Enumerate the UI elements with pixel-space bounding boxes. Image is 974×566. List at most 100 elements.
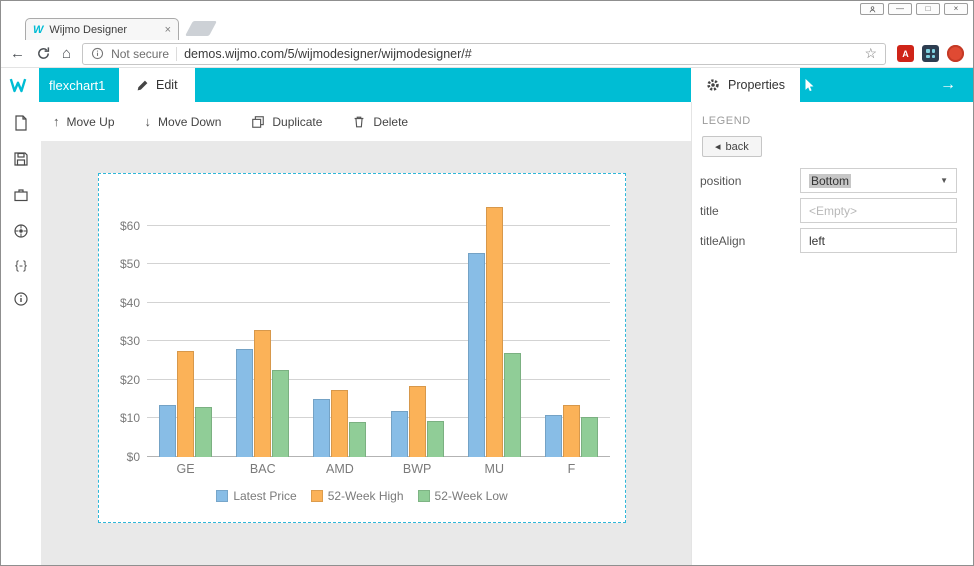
url-divider [176,46,178,61]
back-button[interactable]: ◂ back [702,136,762,157]
legend-swatch [417,490,430,502]
info-icon[interactable] [13,291,29,307]
plot-area: $0 $10 $20 $30 $40 $50 $60 [120,202,610,464]
bar [272,370,290,457]
bar-groups [147,202,610,457]
edit-toolbar: ↑ Move Up ↓ Move Down Duplicate Delete [41,102,691,141]
tab-close-icon[interactable]: × [164,23,171,36]
gridline: $30 [120,334,610,348]
bar [254,329,272,457]
extension-icons: A [897,45,964,62]
tab-properties[interactable]: Properties [691,68,800,102]
delete-button[interactable]: Delete [352,115,408,129]
bar [313,399,331,457]
reload-icon[interactable] [36,46,51,61]
tab-strip: W Wijmo Designer × [1,16,973,40]
chart-legend: Latest Price 52-Week High 52-Week Low [99,489,625,503]
move-up-button[interactable]: ↑ Move Up [53,114,115,129]
delete-label: Delete [373,114,409,129]
bar [159,405,177,457]
properties-panel: LEGEND ◂ back position Bottom ▼ title ti… [691,102,973,565]
x-axis-label: F [567,462,576,476]
arrow-down-icon: ↓ [144,114,152,129]
address-bar: ← ⌂ Not secure demos.wijmo.com/5/wijmode… [1,40,973,68]
maximize-button[interactable]: □ [916,3,940,15]
gridline: $40 [120,296,610,310]
y-tick-label: $60 [119,218,140,233]
gridline: $10 [120,411,610,425]
legend-swatch [216,490,229,502]
duplicate-button[interactable]: Duplicate [251,115,322,129]
x-axis-label: AMD [326,462,354,476]
pencil-icon [137,80,148,90]
bar-group [224,329,301,457]
bookmark-star-icon[interactable]: ☆ [864,45,877,61]
legend-item: 52-Week High [310,489,404,503]
close-button[interactable]: × [944,3,968,15]
code-braces-icon[interactable]: {-} [14,258,27,272]
grid-extension-icon[interactable] [922,45,939,62]
minimize-button[interactable]: — [888,3,912,15]
titlealign-input[interactable] [809,229,948,252]
app-header: flexchart1 Edit Properties → [1,68,973,102]
trash-icon [355,116,364,127]
profile-icon[interactable] [860,3,884,15]
back-label: back [725,140,749,153]
gridline: $50 [120,257,610,271]
property-row-position: position Bottom ▼ [700,168,957,193]
new-tab-button[interactable] [185,21,217,36]
flexchart-selected[interactable]: $0 $10 $20 $30 $40 $50 $60 GE BAC AMD BWP MU F Late… [98,173,626,523]
property-row-title: title [700,198,957,223]
title-input[interactable] [809,199,948,222]
move-up-label: Move Up [66,114,115,129]
arrow-up-icon: ↑ [53,114,60,129]
panel-section-title: LEGEND [702,115,751,127]
x-axis-label: GE [176,462,195,476]
site-info-icon[interactable] [91,47,104,60]
select-cursor-tool[interactable] [789,68,829,102]
url-text[interactable]: demos.wijmo.com/5/wijmodesigner/wijmodes… [184,46,472,61]
wijmo-logo[interactable] [1,68,39,102]
wijmo-favicon-icon: W [33,23,44,36]
duplicate-label: Duplicate [272,114,323,129]
cursor-icon [805,78,814,92]
bar-group [301,389,378,457]
bar-group [533,405,610,457]
bar [580,417,598,457]
title-field-wrap [800,198,957,223]
save-icon[interactable] [13,151,29,167]
legend-label: 52-Week High [327,489,404,503]
bar [544,414,562,457]
pdf-extension-icon[interactable]: A [897,45,914,62]
duplicate-icon [252,115,265,128]
tab-edit[interactable]: Edit [119,68,195,102]
edit-tab-label: Edit [156,78,178,92]
new-file-icon[interactable] [13,115,29,131]
bar [408,385,426,457]
position-select[interactable]: Bottom ▼ [800,168,957,193]
bar-group [456,206,533,457]
palette-icon[interactable] [13,223,29,239]
gear-icon [707,79,719,91]
gridline: $0 [127,450,610,464]
bar-group [379,385,456,457]
left-sidebar: {-} [1,102,41,565]
bar-group [147,351,224,457]
security-label: Not secure [111,46,170,61]
legend-label: Latest Price [233,489,297,503]
browser-tab[interactable]: W Wijmo Designer × [25,18,179,40]
record-extension-icon[interactable] [947,45,964,62]
titlealign-field-wrap [800,228,957,253]
back-icon[interactable]: ← [10,45,25,62]
move-down-button[interactable]: ↓ Move Down [145,114,222,129]
panel-collapse-arrow[interactable]: → [940,76,956,93]
design-canvas[interactable]: $0 $10 $20 $30 $40 $50 $60 GE BAC AMD BWP MU F Late… [41,141,691,565]
y-tick-label: $30 [119,334,140,349]
x-axis-label: MU [484,462,504,476]
property-row-titlealign: titleAlign [700,228,957,253]
url-box[interactable]: Not secure demos.wijmo.com/5/wijmodesign… [82,42,886,65]
home-icon[interactable]: ⌂ [62,45,72,62]
briefcase-icon[interactable] [13,187,29,203]
document-name: flexchart1 [49,77,106,93]
